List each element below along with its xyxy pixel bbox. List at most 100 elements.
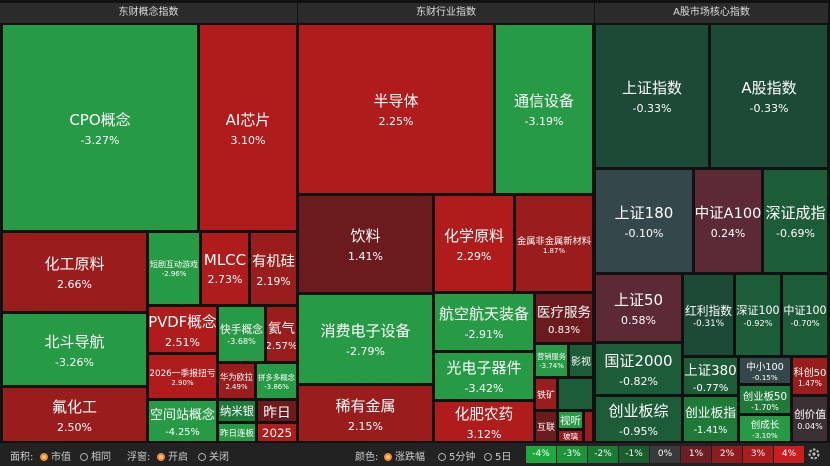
tile[interactable]: 中证A100 0.24% bbox=[694, 169, 762, 273]
tile[interactable]: 深证成指 -0.69% bbox=[763, 169, 828, 273]
tile[interactable]: 北斗导航 -3.26% bbox=[2, 313, 147, 386]
toolbar-label: 颜色: bbox=[355, 452, 379, 463]
radio-option[interactable]: 关闭 bbox=[198, 448, 229, 463]
tile-change: 2.66% bbox=[57, 278, 92, 291]
tile-name: 通信设备 bbox=[513, 92, 574, 110]
settings-icon[interactable] bbox=[806, 446, 822, 462]
tile[interactable]: PVDF概念 2.51% bbox=[148, 306, 217, 353]
tile-change: 2.73% bbox=[207, 273, 243, 286]
tile[interactable]: 半导体 2.25% bbox=[298, 24, 494, 194]
tile[interactable]: AI芯片 3.10% bbox=[199, 24, 297, 231]
tile-change: -3.19% bbox=[524, 115, 564, 128]
radio-dot[interactable] bbox=[40, 453, 48, 461]
tile[interactable]: 玻璃 bbox=[558, 430, 583, 442]
tile[interactable]: 互联 bbox=[535, 411, 557, 442]
tile-name: MLCC bbox=[203, 251, 247, 269]
tile[interactable]: 2025 bbox=[257, 423, 297, 442]
tile-name: 2026一季报扭亏 bbox=[149, 369, 216, 379]
tile[interactable]: 中证100 -0.70% bbox=[782, 274, 828, 356]
tile[interactable]: 快手概念 -3.68% bbox=[218, 306, 265, 362]
tile-name: 北斗导航 bbox=[44, 332, 105, 351]
tile[interactable]: 创业板综 -0.95% bbox=[595, 396, 682, 442]
tile[interactable]: 创成长 -3.10% bbox=[739, 415, 791, 442]
tile-name: 航空航天装备 bbox=[438, 305, 529, 323]
radio-option[interactable]: 相同 bbox=[80, 448, 111, 463]
tile[interactable]: 上证380 -0.77% bbox=[683, 357, 738, 395]
tile[interactable]: 上证180 -0.10% bbox=[595, 169, 693, 273]
tile[interactable]: 昨日连板 bbox=[218, 423, 256, 442]
tile[interactable]: 氟化工 2.50% bbox=[2, 387, 147, 442]
tile[interactable]: 消费电子设备 -2.79% bbox=[298, 294, 433, 384]
tile-name: 上证180 bbox=[614, 204, 674, 222]
radio-dot[interactable] bbox=[438, 453, 446, 461]
tile[interactable]: 航空航天装备 -2.91% bbox=[434, 293, 534, 351]
radio-dot[interactable] bbox=[157, 453, 165, 461]
tile[interactable]: 2026一季报扭亏 2.90% bbox=[148, 354, 217, 399]
tile[interactable]: 拼多多概念 -3.86% bbox=[256, 363, 297, 399]
tile-name: 稀有金属 bbox=[335, 396, 396, 415]
tile-change: -3.86% bbox=[264, 382, 289, 391]
radio-dot[interactable] bbox=[198, 453, 206, 461]
tile[interactable]: 医疗服务 0.83% bbox=[535, 293, 593, 343]
radio-dot[interactable] bbox=[384, 453, 392, 461]
tile[interactable]: 昨日 bbox=[257, 400, 297, 422]
tile[interactable]: 上证指数 -0.33% bbox=[595, 24, 709, 168]
tile[interactable]: 中小100 -0.15% bbox=[739, 357, 791, 384]
tile[interactable]: 营销服务 -3.74% bbox=[535, 344, 568, 377]
tile[interactable]: 有机硅 2.19% bbox=[250, 232, 297, 305]
tile[interactable]: 国证2000 -0.82% bbox=[595, 343, 682, 395]
tile[interactable]: 影视 bbox=[569, 344, 593, 377]
tile-change: 3.12% bbox=[466, 427, 502, 441]
tile[interactable]: 化学原料 2.29% bbox=[434, 195, 514, 292]
tile-change: -0.15% bbox=[752, 373, 778, 382]
tile-name: 中证100 bbox=[783, 304, 827, 317]
tile[interactable]: 上证50 0.58% bbox=[595, 274, 682, 342]
tile-change: -0.31% bbox=[692, 318, 725, 329]
radio-option[interactable]: 涨跌幅 bbox=[384, 448, 425, 463]
tile[interactable]: 稀有金属 2.15% bbox=[298, 385, 433, 442]
tile-name: 创成长 bbox=[750, 420, 780, 431]
tile-change: -4.25% bbox=[165, 427, 200, 438]
radio-option[interactable]: 市值 bbox=[40, 448, 71, 463]
tile-name: 医疗服务 bbox=[537, 304, 591, 321]
tile[interactable]: MLCC 2.73% bbox=[201, 232, 249, 305]
panel-title: 东财行业指数 bbox=[298, 3, 594, 23]
tile[interactable]: CPO概念 -3.27% bbox=[2, 24, 198, 231]
tile[interactable]: 铁矿 bbox=[535, 378, 557, 410]
radio-dot[interactable] bbox=[484, 453, 492, 461]
radio-dot[interactable] bbox=[80, 453, 88, 461]
tile-change: 2.50% bbox=[57, 420, 92, 434]
radio-option[interactable]: 5分钟 bbox=[438, 448, 475, 463]
tile-name: 昨日 bbox=[263, 405, 291, 421]
tile[interactable]: 金属非金属新材料 1.87% bbox=[515, 195, 593, 292]
tile[interactable]: 创业板50 -1.70% bbox=[739, 385, 791, 414]
tile-name: 互联 bbox=[536, 423, 555, 433]
radio-option[interactable]: 5日 bbox=[484, 448, 511, 463]
tile[interactable]: 氦气 2.57% bbox=[266, 306, 297, 362]
legend-swatch: 0% bbox=[650, 446, 680, 463]
tile-change: -2.91% bbox=[464, 328, 504, 341]
tile[interactable]: 创业板指 -1.41% bbox=[683, 396, 738, 442]
tile-name: 金属非金属新材料 bbox=[517, 235, 591, 247]
tile[interactable]: 饮料 1.41% bbox=[298, 195, 433, 293]
tile[interactable]: 华为欧拉 2.49% bbox=[218, 363, 255, 399]
tile[interactable]: 化工原料 2.66% bbox=[2, 232, 147, 312]
tile-name: 创业板指 bbox=[685, 406, 736, 421]
tile-change: -0.70% bbox=[790, 318, 820, 328]
tile[interactable]: 短剧互动游戏 -2.96% bbox=[148, 232, 200, 305]
tile[interactable]: A股指数 -0.33% bbox=[710, 24, 828, 168]
tile[interactable]: 空间站概念 -4.25% bbox=[148, 400, 217, 442]
tile[interactable]: 深证100 -0.92% bbox=[735, 274, 781, 356]
tile[interactable]: 通信设备 -3.19% bbox=[495, 24, 593, 194]
tile[interactable]: 光电子器件 -3.42% bbox=[434, 352, 534, 400]
radio-option[interactable]: 开启 bbox=[157, 448, 188, 463]
tile[interactable]: 化肥农药 3.12% bbox=[434, 401, 534, 442]
tile[interactable]: 视听 bbox=[558, 411, 583, 429]
tile[interactable]: 纳米银 bbox=[218, 400, 256, 422]
tile[interactable]: 创价值 0.04% bbox=[792, 396, 828, 442]
tile[interactable]: 红利指数 -0.31% bbox=[683, 274, 734, 356]
tile-change: -0.10% bbox=[624, 227, 664, 240]
tile-change: 2.25% bbox=[378, 115, 414, 128]
tile[interactable]: 科创50 1.47% bbox=[792, 357, 828, 395]
tile-change: -3.26% bbox=[55, 355, 94, 369]
